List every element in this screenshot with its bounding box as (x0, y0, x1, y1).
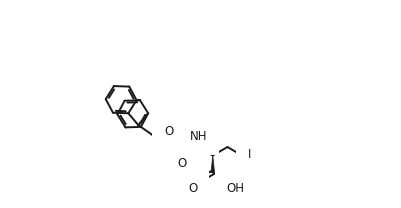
Text: O: O (188, 182, 197, 195)
Text: O: O (177, 157, 186, 170)
Text: I: I (248, 148, 251, 161)
Text: OH: OH (226, 182, 244, 195)
Polygon shape (211, 156, 214, 172)
Text: O: O (164, 125, 173, 137)
Text: NH: NH (190, 130, 207, 143)
